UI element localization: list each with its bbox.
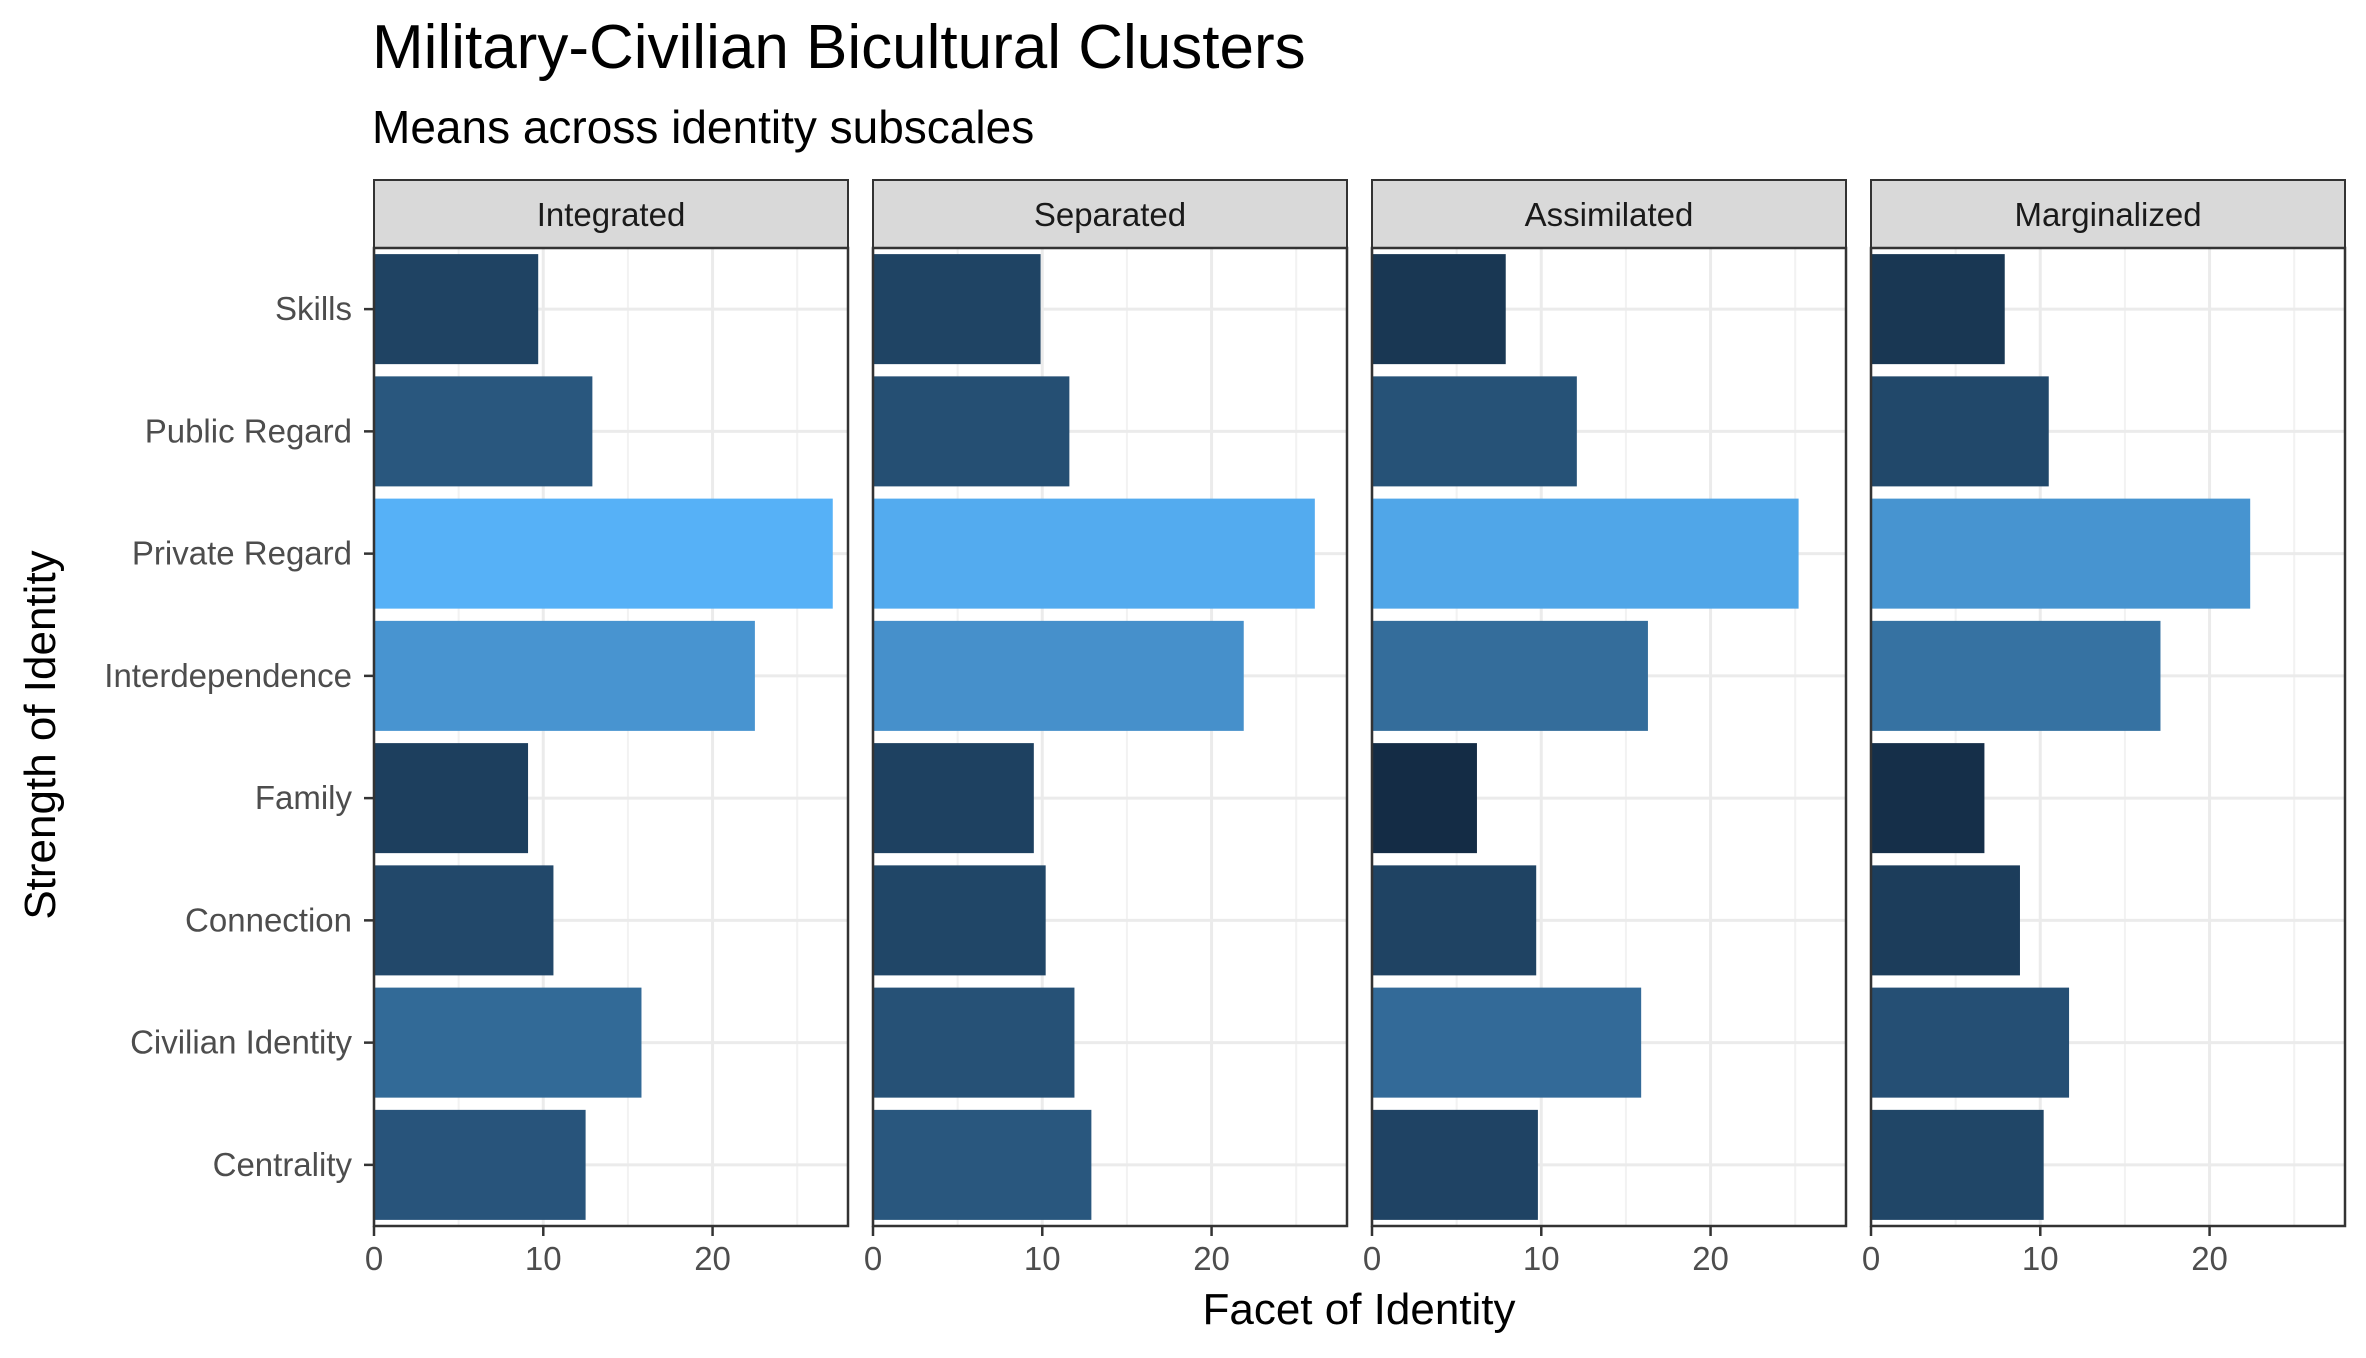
facet-label-marginalized: Marginalized <box>2014 196 2201 233</box>
bar-marginalized-centrality <box>1871 1109 2044 1220</box>
facet-strip-separated <box>872 179 1348 249</box>
y-tick-label: Centrality <box>213 1146 353 1183</box>
x-tick-label: 0 <box>1363 1240 1381 1277</box>
bar-integrated-centrality <box>374 1109 586 1220</box>
facet-label-integrated: Integrated <box>537 196 686 233</box>
bar-marginalized-family <box>1871 743 1985 854</box>
y-tick-label: Public Regard <box>145 412 352 449</box>
panel-border-assimilated <box>1370 246 1848 1228</box>
x-axis-title: Facet of Identity <box>1202 1285 1515 1334</box>
x-tick-label: 20 <box>1193 1240 1230 1277</box>
y-tick-label: Civilian Identity <box>130 1024 352 1061</box>
bar-marginalized-skills <box>1871 254 2005 365</box>
chart-title: Military-Civilian Bicultural Clusters <box>372 13 1306 82</box>
x-tick-label: 0 <box>864 1240 882 1277</box>
bar-assimilated-interdependence <box>1372 620 1648 731</box>
bar-separated-centrality <box>873 1109 1092 1220</box>
x-tick-label: 20 <box>1692 1240 1729 1277</box>
x-tick-label: 10 <box>1523 1240 1560 1277</box>
x-tick-label: 0 <box>1862 1240 1880 1277</box>
y-tick-label: Skills <box>275 290 352 327</box>
bar-marginalized-connection <box>1871 865 2020 976</box>
bar-separated-connection <box>873 865 1046 976</box>
bar-integrated-public-regard <box>374 376 593 487</box>
bar-integrated-civilian-identity <box>374 987 642 1098</box>
bar-separated-public-regard <box>873 376 1070 487</box>
bar-separated-interdependence <box>873 620 1244 731</box>
bar-assimilated-family <box>1372 743 1477 854</box>
bar-separated-private-regard <box>873 498 1315 609</box>
y-axis-title: Strength of Identity <box>16 550 65 919</box>
y-tick-label: Family <box>255 779 353 816</box>
bar-marginalized-civilian-identity <box>1871 987 2070 1098</box>
y-tick-label: Interdependence <box>104 657 352 694</box>
bar-separated-civilian-identity <box>873 987 1075 1098</box>
bar-integrated-interdependence <box>374 620 755 731</box>
bar-integrated-connection <box>374 865 554 976</box>
y-tick-label: Connection <box>185 901 352 938</box>
bar-separated-skills <box>873 254 1041 365</box>
bar-integrated-family <box>374 743 529 854</box>
bar-marginalized-private-regard <box>1871 498 2251 609</box>
bar-marginalized-public-regard <box>1871 376 2049 487</box>
panel-border-separated <box>871 246 1349 1228</box>
bar-marginalized-interdependence <box>1871 620 2161 731</box>
facet-strip-integrated <box>373 179 849 249</box>
y-tick-label: Private Regard <box>132 535 352 572</box>
panel-border-marginalized <box>1869 246 2347 1228</box>
x-tick-label: 10 <box>2022 1240 2059 1277</box>
bar-separated-family <box>873 743 1034 854</box>
x-tick-label: 10 <box>1024 1240 1061 1277</box>
facet-strip-assimilated <box>1371 179 1847 249</box>
bar-integrated-skills <box>374 254 539 365</box>
chart-subtitle: Means across identity subscales <box>372 101 1034 153</box>
panel-border-integrated <box>372 246 850 1228</box>
bar-assimilated-public-regard <box>1372 376 1577 487</box>
facet-label-assimilated: Assimilated <box>1525 196 1694 233</box>
x-tick-label: 10 <box>525 1240 562 1277</box>
facet-label-separated: Separated <box>1034 196 1186 233</box>
x-tick-label: 20 <box>694 1240 731 1277</box>
facet-strip-marginalized <box>1870 179 2346 249</box>
bar-assimilated-civilian-identity <box>1372 987 1642 1098</box>
bar-assimilated-connection <box>1372 865 1537 976</box>
x-tick-label: 20 <box>2191 1240 2228 1277</box>
bar-assimilated-private-regard <box>1372 498 1799 609</box>
x-tick-label: 0 <box>365 1240 383 1277</box>
bar-integrated-private-regard <box>374 498 833 609</box>
plot-area: Integrated 0 10 20 Separated 0 10 20 Assimilated… <box>104 179 2347 1277</box>
bar-assimilated-centrality <box>1372 1109 1538 1220</box>
bar-assimilated-skills <box>1372 254 1506 365</box>
